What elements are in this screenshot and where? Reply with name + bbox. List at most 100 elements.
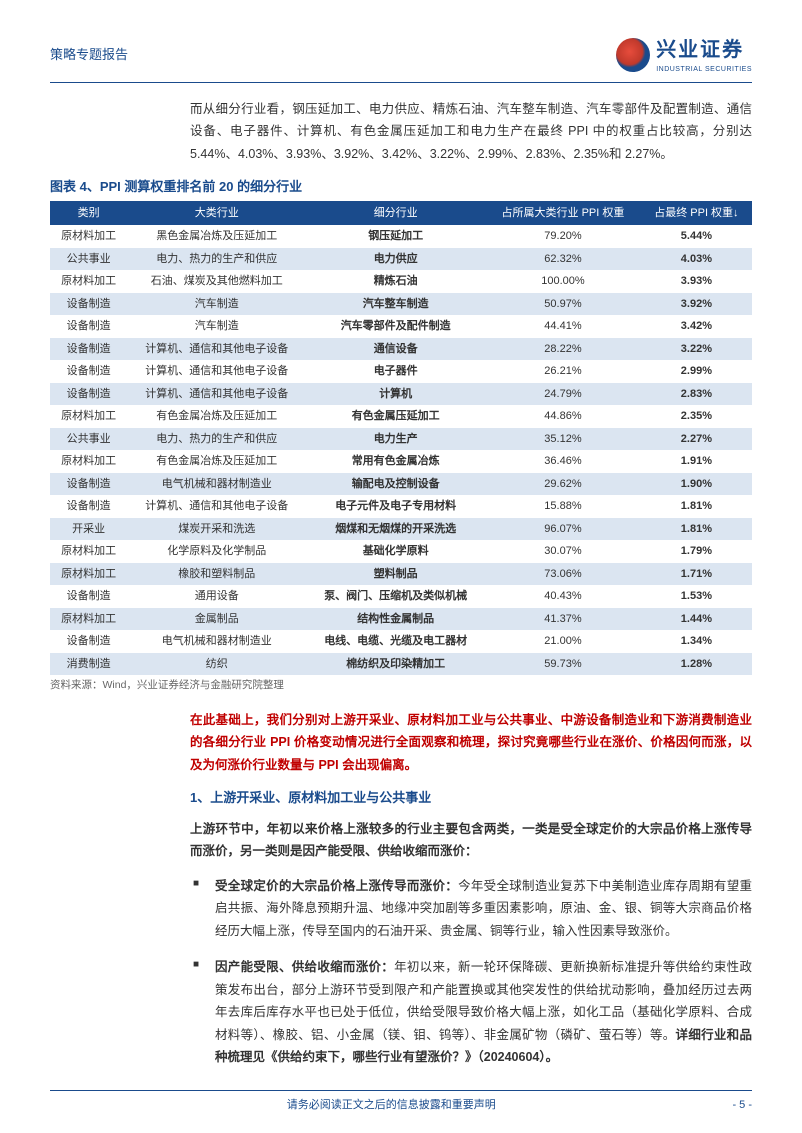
table-cell: 钢压延加工 (306, 225, 485, 248)
table-cell: 烟煤和无烟煤的开采洗选 (306, 518, 485, 541)
figure-title: 图表 4、PPI 测算权重排名前 20 的细分行业 (50, 177, 752, 197)
table-row: 原材料加工金属制品结构性金属制品41.37%1.44% (50, 608, 752, 631)
table-cell: 电子器件 (306, 360, 485, 383)
table-cell: 电力、热力的生产和供应 (127, 248, 306, 271)
table-row: 设备制造电气机械和器材制造业电线、电缆、光缆及电工器材21.00%1.34% (50, 630, 752, 653)
table-cell: 输配电及控制设备 (306, 473, 485, 496)
table-row: 原材料加工橡胶和塑料制品塑料制品73.06%1.71% (50, 563, 752, 586)
table-cell: 常用有色金属冶炼 (306, 450, 485, 473)
table-cell: 1.53% (641, 585, 752, 608)
table-cell: 1.44% (641, 608, 752, 631)
table-cell: 原材料加工 (50, 450, 127, 473)
table-cell: 泵、阀门、压缩机及类似机械 (306, 585, 485, 608)
table-cell: 73.06% (485, 563, 641, 586)
table-cell: 24.79% (485, 383, 641, 406)
table-cell: 电气机械和器材制造业 (127, 473, 306, 496)
table-cell: 15.88% (485, 495, 641, 518)
table-cell: 3.42% (641, 315, 752, 338)
table-source: 资料来源：Wind，兴业证券经济与金融研究院整理 (50, 678, 752, 694)
bullet-lead: 受全球定价的大宗品价格上涨传导而涨价： (215, 879, 458, 893)
table-cell: 2.99% (641, 360, 752, 383)
table-cell: 电子元件及电子专用材料 (306, 495, 485, 518)
table-cell: 36.46% (485, 450, 641, 473)
table-cell: 41.37% (485, 608, 641, 631)
table-cell: 原材料加工 (50, 563, 127, 586)
table-cell: 4.03% (641, 248, 752, 271)
table-row: 原材料加工有色金属冶炼及压延加工有色金属压延加工44.86%2.35% (50, 405, 752, 428)
table-cell: 1.71% (641, 563, 752, 586)
table-cell: 黑色金属冶炼及压延加工 (127, 225, 306, 248)
footer-page-number: - 5 - (732, 1097, 752, 1114)
table-cell: 电线、电缆、光缆及电工器材 (306, 630, 485, 653)
table-cell: 100.00% (485, 270, 641, 293)
table-cell: 精炼石油 (306, 270, 485, 293)
table-row: 设备制造通用设备泵、阀门、压缩机及类似机械40.43%1.53% (50, 585, 752, 608)
company-logo-block: 兴业证券 INDUSTRIAL SECURITIES (616, 35, 752, 76)
bullet-lead: 因产能受限、供给收缩而涨价： (215, 960, 394, 974)
table-cell: 2.83% (641, 383, 752, 406)
table-cell: 消费制造 (50, 653, 127, 676)
table-row: 设备制造计算机、通信和其他电子设备电子元件及电子专用材料15.88%1.81% (50, 495, 752, 518)
table-cell: 1.91% (641, 450, 752, 473)
table-cell: 棉纺织及印染精加工 (306, 653, 485, 676)
table-cell: 塑料制品 (306, 563, 485, 586)
table-cell: 计算机、通信和其他电子设备 (127, 338, 306, 361)
table-row: 原材料加工化学原料及化学制品基础化学原料30.07%1.79% (50, 540, 752, 563)
table-cell: 1.81% (641, 495, 752, 518)
table-cell: 汽车制造 (127, 293, 306, 316)
table-cell: 28.22% (485, 338, 641, 361)
table-row: 设备制造电气机械和器材制造业输配电及控制设备29.62%1.90% (50, 473, 752, 496)
table-row: 消费制造纺织棉纺织及印染精加工59.73%1.28% (50, 653, 752, 676)
table-header-cell: 类别 (50, 201, 127, 226)
ppi-weight-table: 类别大类行业细分行业占所属大类行业 PPI 权重占最终 PPI 权重↓ 原材料加… (50, 201, 752, 676)
company-name-en: INDUSTRIAL SECURITIES (656, 65, 752, 76)
report-type: 策略专题报告 (50, 35, 128, 65)
table-row: 设备制造汽车制造汽车整车制造50.97%3.92% (50, 293, 752, 316)
table-cell: 电力生产 (306, 428, 485, 451)
table-cell: 3.22% (641, 338, 752, 361)
table-cell: 通信设备 (306, 338, 485, 361)
table-cell: 3.92% (641, 293, 752, 316)
table-cell: 有色金属冶炼及压延加工 (127, 450, 306, 473)
table-cell: 29.62% (485, 473, 641, 496)
table-cell: 2.27% (641, 428, 752, 451)
logo-text: 兴业证券 INDUSTRIAL SECURITIES (656, 35, 752, 76)
table-cell: 有色金属冶炼及压延加工 (127, 405, 306, 428)
table-cell: 橡胶和塑料制品 (127, 563, 306, 586)
table-header-cell: 大类行业 (127, 201, 306, 226)
highlight-paragraph: 在此基础上，我们分别对上游开采业、原材料加工业与公共事业、中游设备制造业和下游消… (190, 709, 752, 777)
intro-paragraph: 而从细分行业看，钢压延加工、电力供应、精炼石油、汽车整车制造、汽车零部件及配置制… (190, 98, 752, 166)
table-cell: 1.28% (641, 653, 752, 676)
table-cell: 原材料加工 (50, 225, 127, 248)
lead-paragraph: 上游环节中，年初以来价格上涨较多的行业主要包含两类，一类是受全球定价的大宗品价格… (190, 818, 752, 863)
table-cell: 开采业 (50, 518, 127, 541)
table-cell: 煤炭开采和洗选 (127, 518, 306, 541)
table-cell: 通用设备 (127, 585, 306, 608)
bullet-item: 受全球定价的大宗品价格上涨传导而涨价：今年受全球制造业复苏下中美制造业库存周期有… (215, 875, 752, 943)
table-cell: 设备制造 (50, 293, 127, 316)
section-heading: 1、上游开采业、原材料加工业与公共事业 (190, 788, 752, 808)
table-cell: 1.90% (641, 473, 752, 496)
bullet-list: 受全球定价的大宗品价格上涨传导而涨价：今年受全球制造业复苏下中美制造业库存周期有… (50, 875, 752, 1069)
table-cell: 原材料加工 (50, 270, 127, 293)
table-row: 设备制造计算机、通信和其他电子设备通信设备28.22%3.22% (50, 338, 752, 361)
table-cell: 化学原料及化学制品 (127, 540, 306, 563)
table-cell: 26.21% (485, 360, 641, 383)
table-cell: 21.00% (485, 630, 641, 653)
table-cell: 电力、热力的生产和供应 (127, 428, 306, 451)
table-cell: 有色金属压延加工 (306, 405, 485, 428)
table-row: 设备制造计算机、通信和其他电子设备计算机24.79%2.83% (50, 383, 752, 406)
table-header-cell: 占最终 PPI 权重↓ (641, 201, 752, 226)
table-cell: 35.12% (485, 428, 641, 451)
table-cell: 计算机、通信和其他电子设备 (127, 495, 306, 518)
table-cell: 59.73% (485, 653, 641, 676)
table-cell: 设备制造 (50, 585, 127, 608)
table-cell: 原材料加工 (50, 608, 127, 631)
logo-icon (616, 38, 650, 72)
table-cell: 3.93% (641, 270, 752, 293)
table-cell: 公共事业 (50, 428, 127, 451)
table-cell: 1.34% (641, 630, 752, 653)
table-cell: 30.07% (485, 540, 641, 563)
table-cell: 设备制造 (50, 360, 127, 383)
table-cell: 结构性金属制品 (306, 608, 485, 631)
